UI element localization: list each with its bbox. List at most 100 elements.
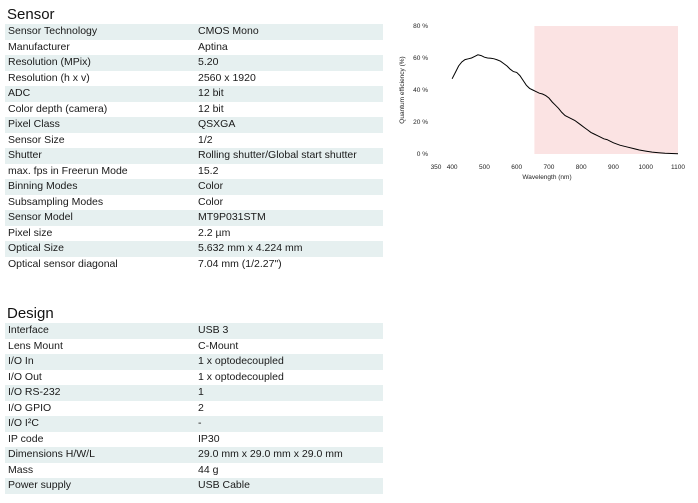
spec-label: Resolution (h x v): [5, 70, 195, 86]
y-tick-label: 60 %: [413, 55, 428, 62]
sensor-section-title: Sensor: [7, 6, 55, 23]
x-axis-ticks: 350 400 500 600 700 800 900 1000 1100: [431, 164, 686, 171]
spec-row: Optical sensor diagonal 7.04 mm (1/2.27"): [5, 256, 383, 272]
spec-label: I/O In: [5, 354, 195, 370]
spec-row: Sensor Size 1/2: [5, 132, 383, 148]
spec-value: 7.04 mm (1/2.27"): [195, 256, 383, 272]
spec-row: Resolution (h x v) 2560 x 1920: [5, 70, 383, 86]
spec-row: Color depth (camera) 12 bit: [5, 101, 383, 117]
spec-value: 44 g: [195, 462, 383, 478]
spec-label: Subsampling Modes: [5, 194, 195, 210]
spec-value: 29.0 mm x 29.0 mm x 29.0 mm: [195, 447, 383, 463]
sensitivity-shaded-region: [534, 26, 678, 154]
spec-label: Color depth (camera): [5, 101, 195, 117]
spec-row: Optical Size 5.632 mm x 4.224 mm: [5, 241, 383, 257]
x-tick-label: 400: [447, 164, 458, 171]
spec-row: Manufacturer Aptina: [5, 39, 383, 55]
y-tick-label: 20 %: [413, 119, 428, 126]
y-axis-ticks: 0 % 20 % 40 % 60 % 80 %: [413, 23, 428, 158]
design-spec-table: Interface USB 3 Lens Mount C-Mount I/O In 1 x…: [5, 323, 383, 494]
spec-value: -: [195, 416, 383, 432]
spec-row: I/O In 1 x optodecoupled: [5, 354, 383, 370]
spec-value: 1/2: [195, 132, 383, 148]
spec-row: Lens Mount C-Mount: [5, 338, 383, 354]
spec-value: 12 bit: [195, 101, 383, 117]
x-tick-label: 800: [576, 164, 587, 171]
spec-row: I/O GPIO 2: [5, 400, 383, 416]
x-axis-label: Wavelength (nm): [522, 174, 571, 181]
spec-value: Color: [195, 194, 383, 210]
spec-row: Subsampling Modes Color: [5, 194, 383, 210]
spec-row: Pixel Class QSXGA: [5, 117, 383, 133]
spec-label: max. fps in Freerun Mode: [5, 163, 195, 179]
spec-row: Pixel size 2.2 µm: [5, 225, 383, 241]
spec-value: C-Mount: [195, 338, 383, 354]
y-tick-label: 40 %: [413, 87, 428, 94]
design-section-title: Design: [7, 305, 54, 322]
spec-row: ADC 12 bit: [5, 86, 383, 102]
spec-value: MT9P031STM: [195, 210, 383, 226]
y-tick-label: 80 %: [413, 23, 428, 30]
x-tick-label: 1100: [671, 164, 685, 171]
spec-row: Resolution (MPix) 5.20: [5, 55, 383, 71]
x-tick-label: 500: [479, 164, 490, 171]
x-tick-label: 1000: [638, 164, 653, 171]
spec-value: USB 3: [195, 323, 383, 339]
spec-row: Interface USB 3: [5, 323, 383, 339]
spec-value: 2560 x 1920: [195, 70, 383, 86]
quantum-efficiency-chart: 0 % 20 % 40 % 60 % 80 % 350 400 500 600 700 800 90…: [399, 23, 686, 181]
spec-value: Aptina: [195, 39, 383, 55]
spec-label: Pixel size: [5, 225, 195, 241]
quantum-efficiency-line: [451, 54, 679, 155]
spec-value: 15.2: [195, 163, 383, 179]
spec-row: Dimensions H/W/L 29.0 mm x 29.0 mm x 29.0…: [5, 447, 383, 463]
spec-label: Interface: [5, 323, 195, 339]
spec-row: I/O I²C -: [5, 416, 383, 432]
spec-row: Sensor Technology CMOS Mono: [5, 24, 383, 40]
spec-value: 12 bit: [195, 86, 383, 102]
spec-value: Rolling shutter/Global start shutter: [195, 148, 383, 164]
spec-row: IP code IP30: [5, 431, 383, 447]
spec-value: 2.2 µm: [195, 225, 383, 241]
spec-label: Optical Size: [5, 241, 195, 257]
spec-row: I/O RS-232 1: [5, 385, 383, 401]
y-axis-label: Quantum efficiency (%): [399, 56, 406, 123]
x-tick-label: 700: [544, 164, 555, 171]
spec-label: I/O RS-232: [5, 385, 195, 401]
spec-value: USB Cable: [195, 478, 383, 494]
spec-value: 5.632 mm x 4.224 mm: [195, 241, 383, 257]
spec-label: Power supply: [5, 478, 195, 494]
x-tick-label: 600: [511, 164, 522, 171]
spec-label: Dimensions H/W/L: [5, 447, 195, 463]
spec-value: IP30: [195, 431, 383, 447]
spec-label: Manufacturer: [5, 39, 195, 55]
spec-label: ADC: [5, 86, 195, 102]
spec-value: 1 x optodecoupled: [195, 354, 383, 370]
spec-row: max. fps in Freerun Mode 15.2: [5, 163, 383, 179]
spec-value: CMOS Mono: [195, 24, 383, 40]
x-tick-label: 350: [431, 164, 442, 171]
spec-value: 1 x optodecoupled: [195, 369, 383, 385]
spec-label: Pixel Class: [5, 117, 195, 133]
spec-label: Sensor Size: [5, 132, 195, 148]
spec-label: Shutter: [5, 148, 195, 164]
spec-label: I/O Out: [5, 369, 195, 385]
spec-label: Optical sensor diagonal: [5, 256, 195, 272]
spec-label: I/O GPIO: [5, 400, 195, 416]
spec-value: QSXGA: [195, 117, 383, 133]
spec-row: Shutter Rolling shutter/Global start shut…: [5, 148, 383, 164]
y-tick-label: 0 %: [417, 151, 428, 158]
spec-row: Sensor Model MT9P031STM: [5, 210, 383, 226]
spec-label: Sensor Model: [5, 210, 195, 226]
spec-label: Lens Mount: [5, 338, 195, 354]
spec-label: Mass: [5, 462, 195, 478]
spec-label: Binning Modes: [5, 179, 195, 195]
spec-value: 2: [195, 400, 383, 416]
spec-row: Power supply USB Cable: [5, 478, 383, 494]
spec-value: Color: [195, 179, 383, 195]
spec-label: IP code: [5, 431, 195, 447]
spec-row: I/O Out 1 x optodecoupled: [5, 369, 383, 385]
sensor-spec-table: Sensor Technology CMOS Mono Manufacturer Ap…: [5, 24, 383, 272]
spec-label: Sensor Technology: [5, 24, 195, 40]
x-tick-label: 900: [608, 164, 619, 171]
